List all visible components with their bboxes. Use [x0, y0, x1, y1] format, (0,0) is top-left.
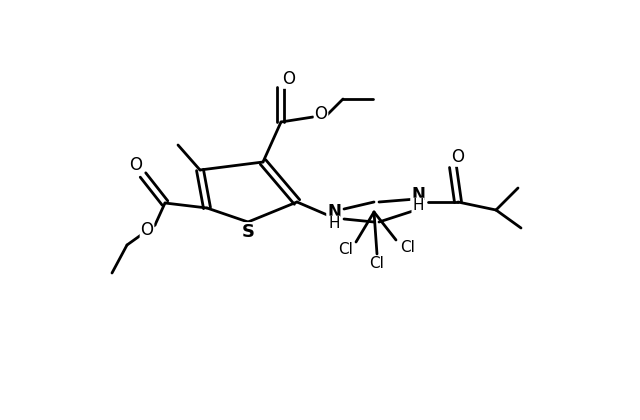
Text: N: N	[327, 203, 341, 221]
Text: O: O	[314, 105, 328, 123]
Text: Cl: Cl	[401, 241, 415, 255]
Text: S: S	[241, 223, 255, 241]
Text: O: O	[129, 156, 143, 174]
Text: H: H	[412, 199, 424, 213]
Text: O: O	[451, 148, 465, 166]
Text: Cl: Cl	[339, 242, 353, 257]
Text: O: O	[282, 70, 296, 88]
Text: H: H	[328, 216, 340, 231]
Text: O: O	[141, 221, 154, 239]
Text: N: N	[411, 186, 425, 204]
Text: Cl: Cl	[369, 257, 385, 271]
